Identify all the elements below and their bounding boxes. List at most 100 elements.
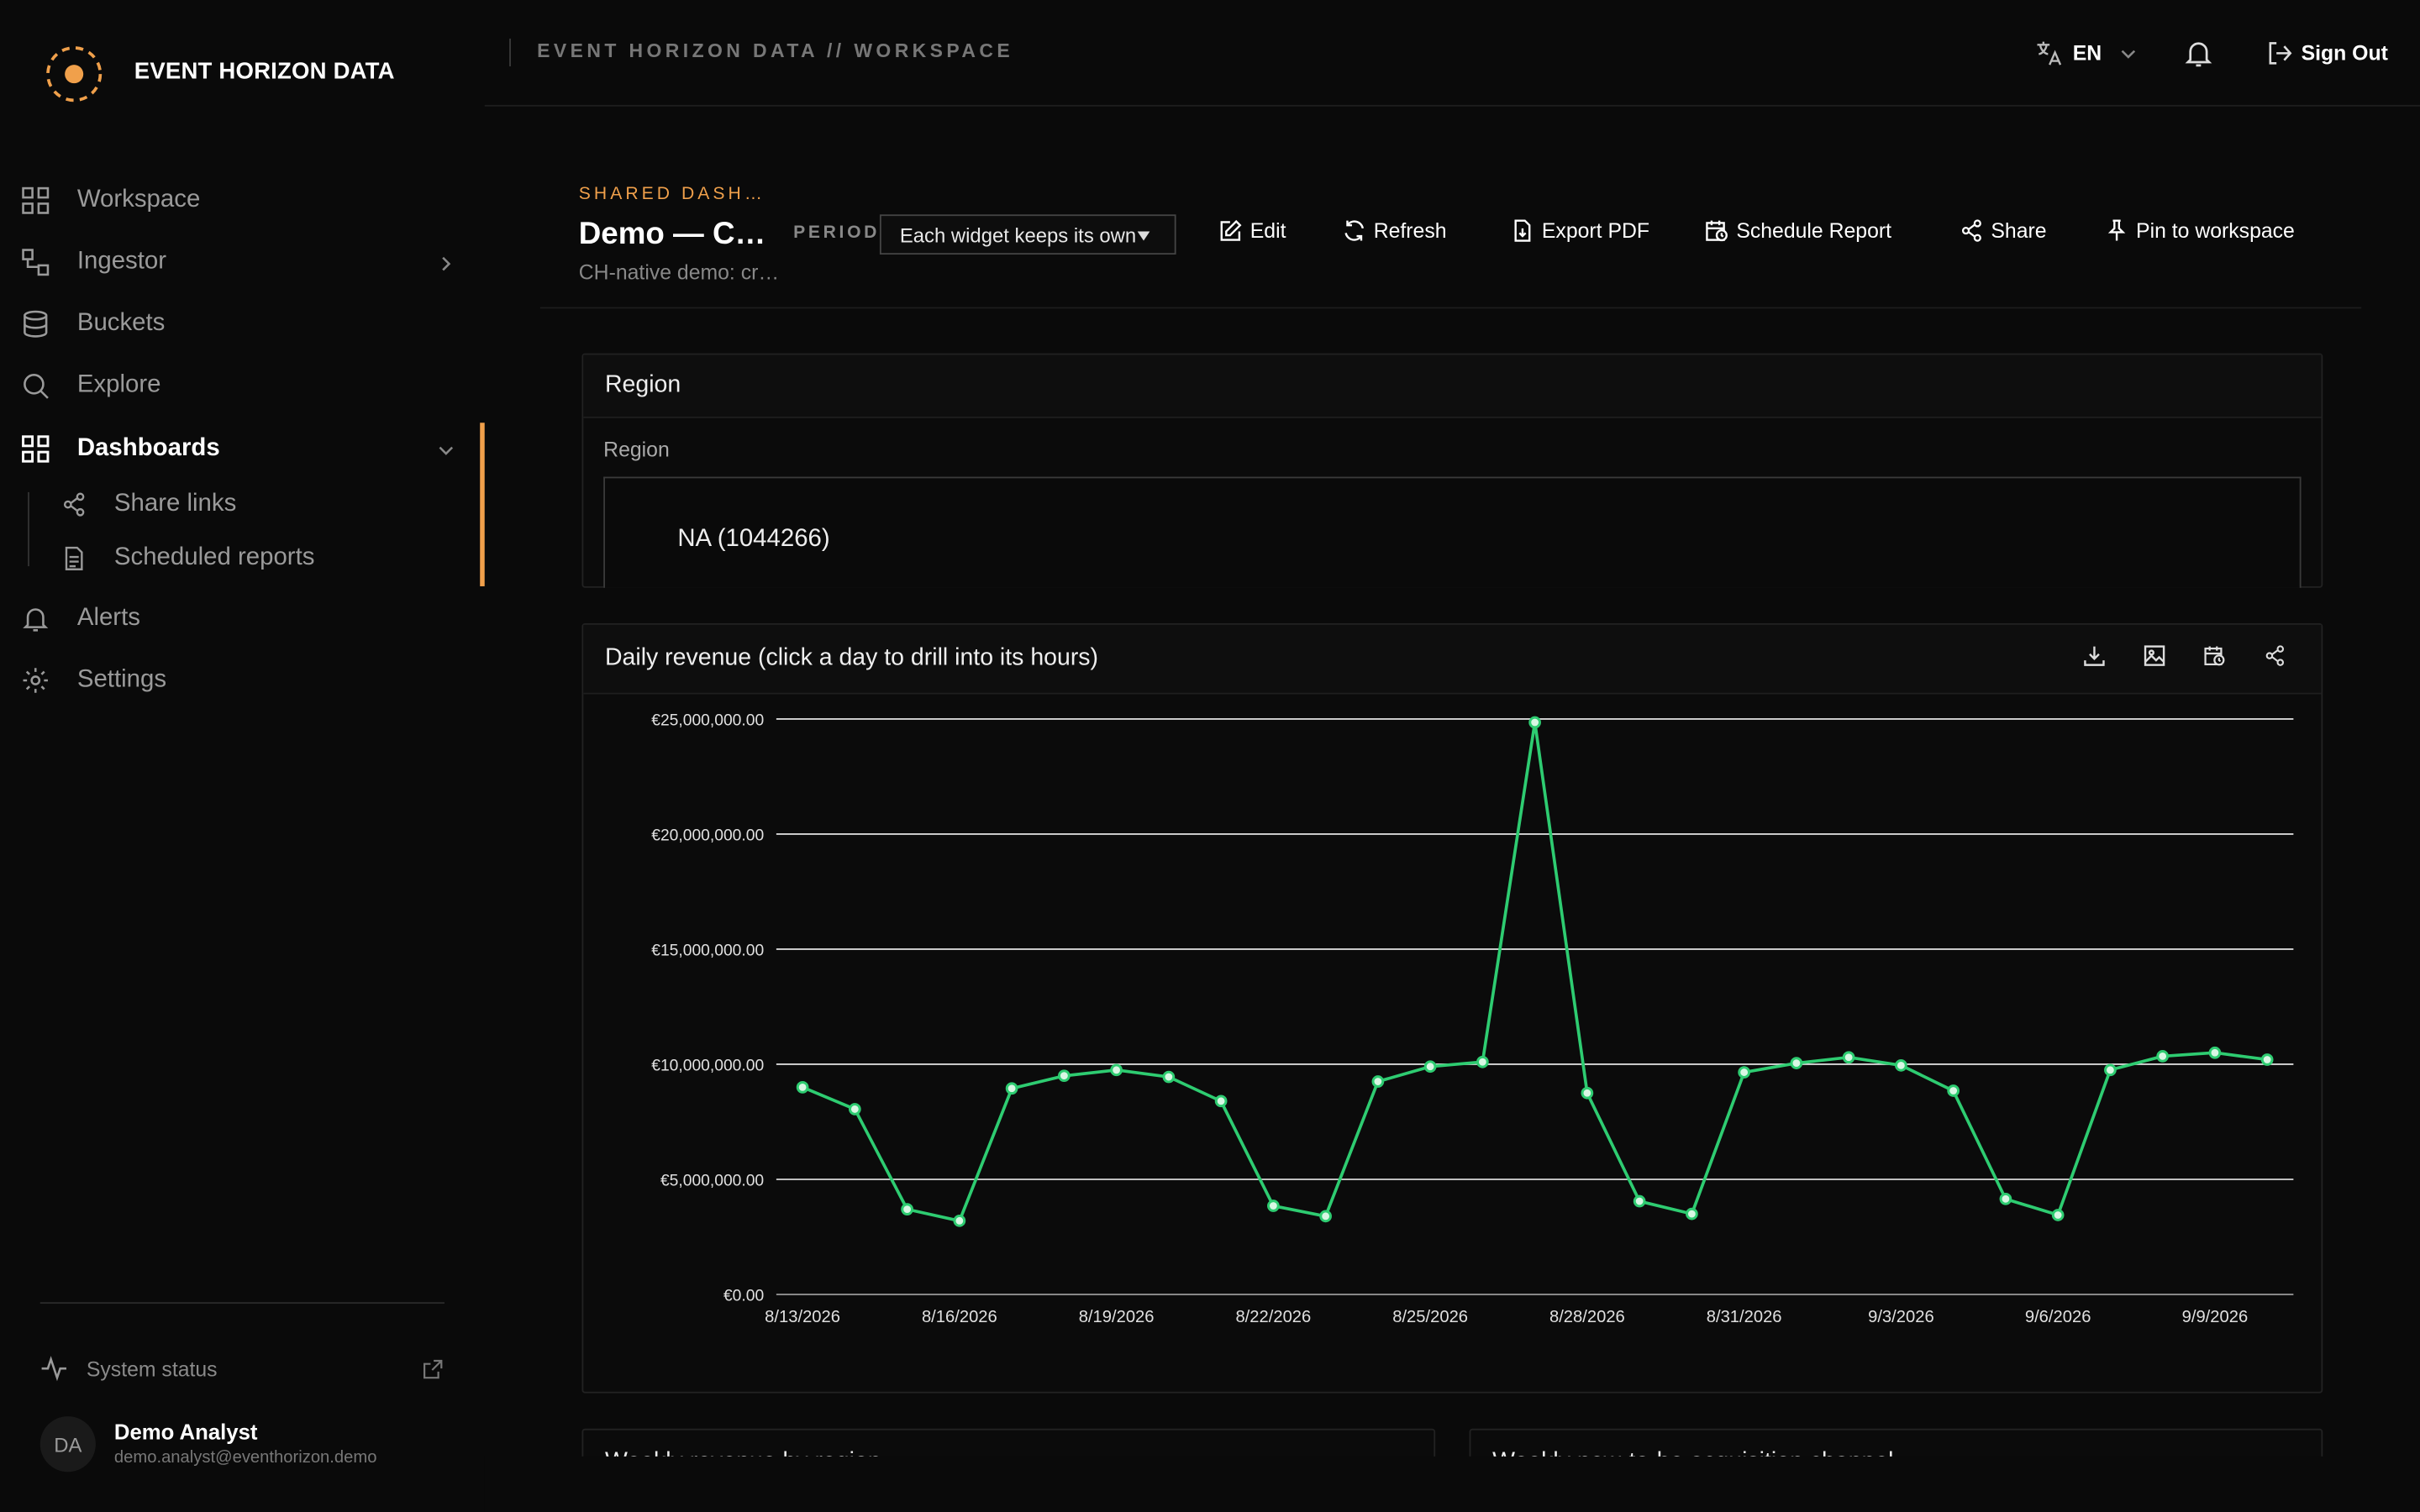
x-tick-label: 8/19/2026 [1079,1308,1155,1326]
region-option[interactable]: NA (1044266) [677,526,830,553]
sidebar-item-buckets[interactable]: Buckets [22,310,166,338]
brand-name: EVENT HORIZON DATA [134,58,395,86]
schedule-report-button[interactable]: Schedule Report [1706,218,1892,243]
revenue-line-chart[interactable]: €0.00 €5,000,000.00 €10,000,000.00 €15,000,… [581,695,2323,1373]
widget-title: Region [604,371,681,398]
sidebar-item-label: Explore [76,371,161,398]
breadcrumb-divider [509,38,511,66]
data-point[interactable] [1110,1063,1123,1077]
region-select-list[interactable] [603,476,2302,588]
data-point[interactable] [1371,1075,1385,1088]
sign-out-label: Sign Out [2301,41,2388,66]
brand[interactable]: EVENT HORIZON DATA [43,43,413,104]
image-icon[interactable] [2144,645,2165,667]
pin-icon [2105,219,2128,243]
submenu-line [28,491,29,567]
sidebar-item-alerts[interactable]: Alerts [22,605,140,633]
share-icon[interactable] [2264,645,2286,667]
sidebar-subitem-label: Share links [113,491,237,517]
notifications-bell-icon[interactable] [2184,39,2213,68]
chart-widget: Daily revenue (click a day to drill into… [581,623,2323,1394]
viewport-bottom [484,1456,2420,1512]
language-label: EN [2072,41,2102,66]
ingestor-icon [22,249,50,276]
data-point[interactable] [796,1081,809,1094]
pin-label: Pin to workspace [2136,218,2295,243]
file-download-icon [1511,219,1534,243]
data-point[interactable] [1842,1051,1855,1064]
data-point[interactable] [1005,1082,1018,1095]
refresh-button[interactable]: Refresh [1343,218,1447,243]
data-point[interactable] [2104,1063,2117,1077]
pin-to-workspace-button[interactable]: Pin to workspace [2105,218,2295,243]
data-point[interactable] [1895,1058,1907,1072]
period-select[interactable]: Each widget keeps its own [879,214,1176,255]
y-tick-label: €0.00 [723,1287,764,1305]
top-bar [484,0,2420,107]
data-point[interactable] [1999,1192,2012,1205]
data-point[interactable] [1476,1055,1489,1068]
sidebar-subitem-label: Scheduled reports [113,544,315,571]
language-selector[interactable]: EN [2036,40,2136,66]
widget-title: Daily revenue (click a day to drill into… [604,644,1099,671]
grid-icon [22,186,50,214]
data-point[interactable] [2208,1046,2222,1059]
user-name: Demo Analyst [113,1419,258,1445]
sidebar-item-ingestor[interactable]: Ingestor [22,249,166,276]
schedule-report-label: Schedule Report [1736,218,1892,243]
system-status-link[interactable]: System status [40,1355,218,1383]
logo-icon [43,43,104,104]
sidebar-item-dashboards[interactable]: Dashboards [22,435,220,463]
data-point[interactable] [1686,1207,1698,1221]
data-point[interactable] [1267,1200,1280,1212]
edit-icon [1219,219,1243,243]
data-point[interactable] [1058,1069,1071,1083]
export-pdf-button[interactable]: Export PDF [1511,219,1649,243]
refresh-label: Refresh [1373,218,1447,243]
data-point[interactable] [1319,1210,1332,1223]
download-icon[interactable] [2084,645,2106,667]
calendar-clock-icon[interactable] [2204,645,2226,667]
data-point[interactable] [849,1103,861,1116]
data-point[interactable] [953,1214,966,1227]
chevron-down-icon[interactable] [439,443,454,458]
data-point[interactable] [1528,716,1541,729]
data-point[interactable] [901,1203,913,1215]
data-point[interactable] [1423,1060,1437,1074]
chevron-down-icon [2120,45,2135,60]
data-point[interactable] [1162,1070,1176,1084]
select-caret-icon [1137,231,1150,241]
sign-out-icon [2267,40,2293,66]
data-point[interactable] [2156,1050,2169,1063]
data-point[interactable] [1633,1194,1646,1208]
avatar[interactable]: DA [39,1416,96,1473]
sidebar-item-explore[interactable]: Explore [22,372,161,400]
x-tick-label: 8/31/2026 [1707,1308,1782,1326]
header-divider [539,307,2362,309]
external-link-icon[interactable] [423,1359,443,1379]
data-point[interactable] [1947,1084,1960,1097]
x-tick-label: 8/25/2026 [1392,1308,1468,1326]
data-point[interactable] [2260,1053,2274,1066]
sign-out-button[interactable]: Sign Out [2267,40,2388,66]
data-point[interactable] [1790,1057,1803,1069]
sidebar-subitem-share-links[interactable]: Share links [61,491,236,518]
chevron-right-icon[interactable] [439,256,454,271]
y-tick-label: €20,000,000.00 [651,827,764,844]
translate-icon [2036,40,2062,66]
data-point[interactable] [1738,1066,1750,1079]
sidebar-item-label: Workspace [76,186,201,213]
sidebar-item-settings[interactable]: Settings [22,666,166,694]
sidebar-subitem-scheduled-reports[interactable]: Scheduled reports [61,544,314,572]
sidebar-item-workspace[interactable]: Workspace [22,186,201,214]
sidebar-item-label: Buckets [76,310,166,337]
sidebar-divider [39,1302,445,1305]
sidebar-item-label: Alerts [76,604,140,632]
share-button[interactable]: Share [1960,219,2047,243]
edit-button[interactable]: Edit [1219,219,1286,243]
data-point[interactable] [2051,1209,2065,1221]
activity-icon [40,1355,68,1383]
data-point[interactable] [1214,1095,1228,1108]
share-icon [1960,219,1984,243]
data-point[interactable] [1581,1086,1594,1100]
